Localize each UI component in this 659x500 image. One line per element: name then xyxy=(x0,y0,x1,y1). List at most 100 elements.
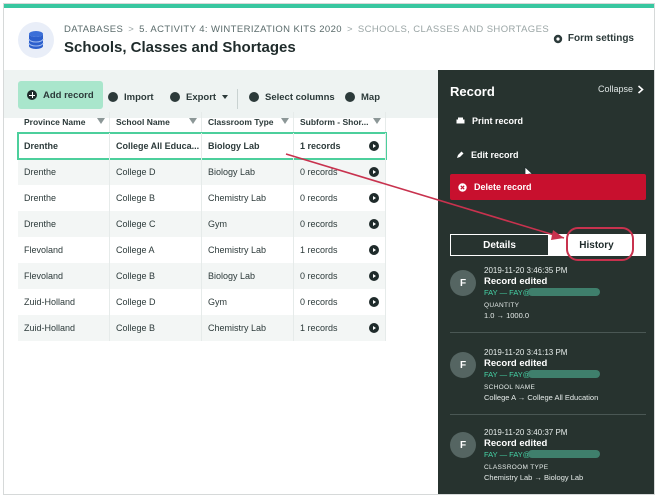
export-button[interactable]: Export xyxy=(170,83,229,111)
cell-value: 1 records xyxy=(300,323,338,333)
collapse-label: Collapse xyxy=(597,84,633,94)
table-row[interactable]: Flevoland College B Biology Lab 0 records xyxy=(18,263,386,289)
export-label: Export xyxy=(186,91,217,103)
table-cell[interactable]: Biology Lab xyxy=(202,263,294,289)
column-header[interactable]: Classroom Type xyxy=(202,112,294,132)
cell-value: 1 records xyxy=(300,141,341,151)
open-subform-icon[interactable] xyxy=(369,323,379,333)
table-cell[interactable]: 0 records xyxy=(294,289,386,315)
open-subform-icon[interactable] xyxy=(369,271,379,281)
entry-timestamp: 2019-11-20 3:40:37 PM xyxy=(484,428,568,437)
select-columns-button[interactable]: Select columns xyxy=(249,83,335,111)
filter-icon[interactable] xyxy=(97,118,105,124)
table-cell[interactable]: 1 records xyxy=(294,133,386,159)
table-cell[interactable]: Biology Lab xyxy=(202,133,294,159)
import-button[interactable]: Import xyxy=(108,83,154,111)
entry-user: FAY — FAY@ xyxy=(484,288,531,297)
table-cell[interactable]: Chemistry Lab xyxy=(202,237,294,263)
open-subform-icon[interactable] xyxy=(369,141,379,151)
open-subform-icon[interactable] xyxy=(369,193,379,203)
table-cell[interactable]: Gym xyxy=(202,211,294,237)
entry-change: Chemistry Lab → Biology Lab xyxy=(484,473,584,482)
table-cell[interactable]: Gym xyxy=(202,289,294,315)
breadcrumb-databases[interactable]: DATABASES xyxy=(64,24,124,35)
open-subform-icon[interactable] xyxy=(369,219,379,229)
table-cell[interactable]: Zuid-Holland xyxy=(18,315,110,341)
table-cell[interactable]: College A xyxy=(110,237,202,263)
cell-value: Drenthe xyxy=(24,219,57,229)
cell-value: 1 records xyxy=(300,245,338,255)
column-header[interactable]: School Name xyxy=(110,112,202,132)
table-cell[interactable]: Flevoland xyxy=(18,263,110,289)
table-cell[interactable]: Drenthe xyxy=(18,211,110,237)
table-cell[interactable]: 1 records xyxy=(294,315,386,341)
table-cell[interactable]: Chemistry Lab xyxy=(202,185,294,211)
table-cell[interactable]: Chemistry Lab xyxy=(202,315,294,341)
filter-icon[interactable] xyxy=(281,118,289,124)
filter-icon[interactable] xyxy=(373,118,381,124)
table-cell[interactable]: Zuid-Holland xyxy=(18,289,110,315)
entry-title: Record edited xyxy=(484,276,548,287)
filter-icon[interactable] xyxy=(189,118,197,124)
cell-value: Drenthe xyxy=(24,141,59,151)
cell-value: College D xyxy=(116,167,156,177)
map-button[interactable]: Map xyxy=(345,83,380,111)
cell-value: Zuid-Holland xyxy=(24,323,76,333)
table-cell[interactable]: 0 records xyxy=(294,211,386,237)
table-cell[interactable]: College B xyxy=(110,315,202,341)
table-cell[interactable]: College C xyxy=(110,211,202,237)
cell-value: College B xyxy=(116,271,156,281)
app-window: DATABASES >5. ACTIVITY 4: WINTERIZATION K… xyxy=(3,3,655,495)
table-cell[interactable]: Flevoland xyxy=(18,237,110,263)
add-record-button[interactable]: Add record xyxy=(18,81,103,109)
select-columns-label: Select columns xyxy=(265,91,335,103)
column-header[interactable]: Province Name xyxy=(18,112,110,132)
table-cell[interactable]: College B xyxy=(110,263,202,289)
cell-value: Flevoland xyxy=(24,245,64,255)
table-row[interactable]: Zuid-Holland College B Chemistry Lab 1 reco… xyxy=(18,315,386,341)
cell-value: 0 records xyxy=(300,297,338,307)
table-cell[interactable]: College D xyxy=(110,289,202,315)
table-cell[interactable]: College D xyxy=(110,159,202,185)
table-cell[interactable]: Drenthe xyxy=(18,185,110,211)
table-cell[interactable]: 0 records xyxy=(294,185,386,211)
table-row[interactable]: Zuid-Holland College D Gym 0 records xyxy=(18,289,386,315)
entry-field-name: CLASSROOM TYPE xyxy=(484,464,549,471)
table-cell[interactable]: 0 records xyxy=(294,263,386,289)
tab-details[interactable]: Details xyxy=(483,239,516,251)
open-subform-icon[interactable] xyxy=(369,167,379,177)
open-subform-icon[interactable] xyxy=(369,297,379,307)
table-row[interactable]: Drenthe College All Educa... Biology Lab 1 … xyxy=(17,132,387,160)
table-row[interactable]: Flevoland College A Chemistry Lab 1 records xyxy=(18,237,386,263)
table-cell[interactable]: 0 records xyxy=(294,159,386,185)
table-cell[interactable]: Drenthe xyxy=(18,133,110,159)
table-cell[interactable]: College B xyxy=(110,185,202,211)
print-record-button[interactable]: Print record xyxy=(456,116,523,126)
table-header-row: Province Name School Name Classroom Type… xyxy=(18,112,386,133)
collapse-button[interactable]: Collapse xyxy=(598,84,644,94)
breadcrumb-separator: > xyxy=(128,24,135,35)
form-settings-button[interactable]: Form settings xyxy=(553,33,634,44)
table-cell[interactable]: 1 records xyxy=(294,237,386,263)
column-header-label: Province Name xyxy=(24,117,86,127)
breadcrumb-activity[interactable]: 5. ACTIVITY 4: WINTERIZATION KITS 2020 xyxy=(139,24,342,35)
column-header[interactable]: Subform - Shor... xyxy=(294,112,386,132)
cell-value: Drenthe xyxy=(24,167,57,177)
breadcrumb-current: SCHOOLS, CLASSES AND SHORTAGES xyxy=(357,24,550,35)
delete-record-button[interactable]: Delete record xyxy=(450,174,646,200)
table-cell[interactable]: Biology Lab xyxy=(202,159,294,185)
open-subform-icon[interactable] xyxy=(369,245,379,255)
cell-value: 0 records xyxy=(300,219,338,229)
redacted-email xyxy=(528,450,600,458)
cell-value: Chemistry Lab xyxy=(208,193,267,203)
table-cell[interactable]: Drenthe xyxy=(18,159,110,185)
toolbar-divider xyxy=(237,89,238,109)
table-row[interactable]: Drenthe College D Biology Lab 0 records xyxy=(18,159,386,185)
table-row[interactable]: Drenthe College B Chemistry Lab 0 records xyxy=(18,185,386,211)
edit-record-button[interactable]: Edit record xyxy=(456,150,519,160)
record-panel: Record Collapse Print record Edit record… xyxy=(438,70,654,494)
cell-value: 0 records xyxy=(300,271,338,281)
table-cell[interactable]: College All Educa... xyxy=(110,133,202,159)
table-row[interactable]: Drenthe College C Gym 0 records xyxy=(18,211,386,237)
cell-value: College A xyxy=(116,245,155,255)
